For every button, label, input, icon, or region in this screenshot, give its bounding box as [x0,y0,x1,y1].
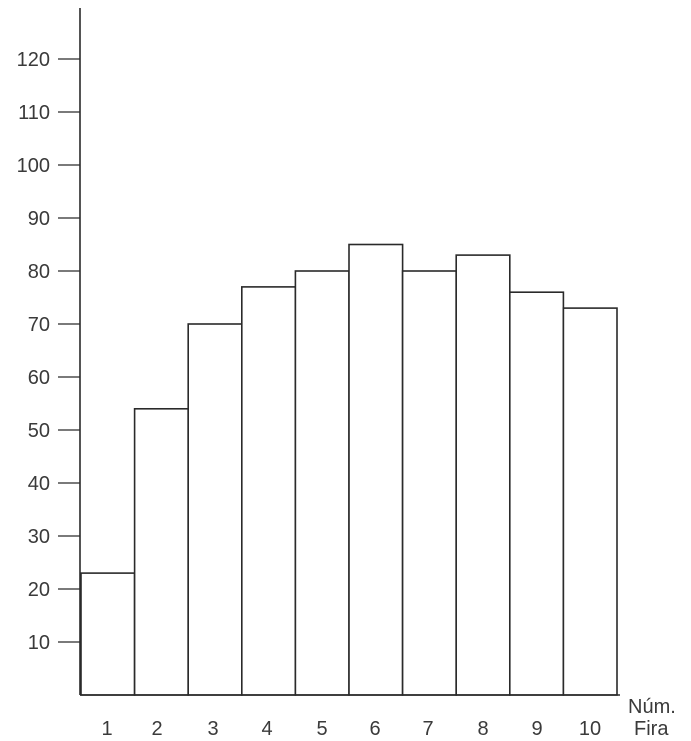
x-axis-tick-labels: 1 2 3 4 5 6 7 8 9 10 [101,718,601,740]
bar-2 [133,407,190,696]
x-axis-label-line-1: Núm. [628,696,676,718]
bar-1 [80,572,136,696]
y-tick-label: 10 [28,632,50,654]
bar-8 [455,254,511,696]
x-tick-label: 4 [261,718,272,740]
y-axis-ticks: 10 20 30 40 50 60 70 80 90 100 110 120 [17,49,80,654]
y-tick-label: 90 [28,208,50,230]
x-tick-label: 3 [207,718,218,740]
bar-3 [187,323,243,696]
y-tick-label: 100 [17,155,50,177]
y-tick-label: 80 [28,261,50,283]
y-tick-label: 30 [28,526,50,548]
bar-5 [294,270,350,696]
y-tick-label: 70 [28,314,50,336]
y-tick-label: 110 [18,102,50,124]
bar-10 [562,307,618,696]
y-tick-label: 120 [17,49,50,71]
x-tick-label: 10 [579,718,601,740]
bar-7 [401,270,458,696]
x-tick-label: 2 [151,718,162,740]
y-tick-label: 60 [28,367,50,389]
bar-9 [508,291,565,696]
x-tick-label: 7 [422,718,433,740]
x-tick-label: 1 [101,718,112,740]
y-tick-label: 50 [28,420,50,442]
x-axis-label-line-2: Fira [634,718,669,740]
bars [80,243,618,696]
bar-4 [241,286,297,696]
x-tick-label: 9 [531,718,542,740]
y-tick-label: 40 [28,473,50,495]
x-tick-label: 8 [477,718,488,740]
x-tick-label: 6 [369,718,380,740]
y-tick-label: 20 [28,579,50,601]
x-tick-label: 5 [316,718,327,740]
bar-6 [348,243,404,696]
